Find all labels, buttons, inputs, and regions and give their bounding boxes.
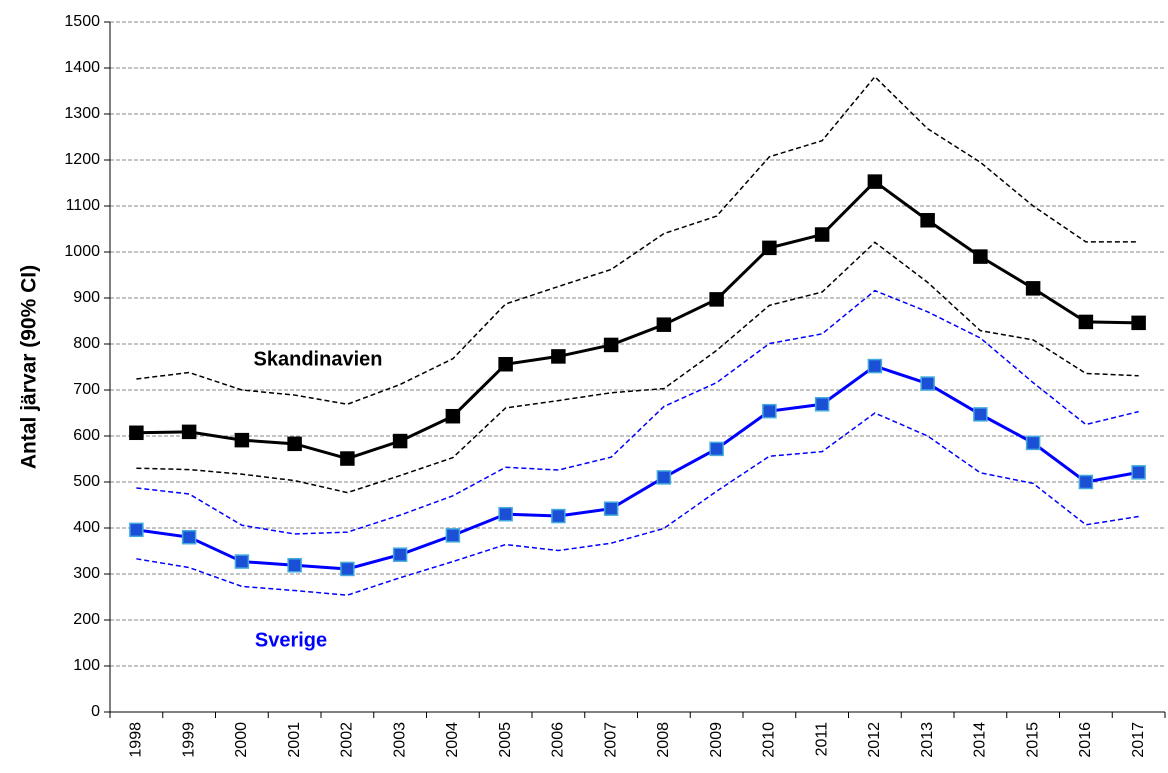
marker — [340, 451, 355, 466]
marker — [551, 508, 566, 524]
marker — [287, 436, 302, 452]
x-tick-label: 2010 — [761, 722, 778, 758]
y-tick-label: 1000 — [64, 243, 100, 260]
marker — [234, 554, 250, 569]
x-tick-label: 2004 — [444, 722, 461, 758]
x-tick-label: 2003 — [391, 722, 408, 758]
y-tick-label: 900 — [73, 289, 100, 306]
series-label: Skandinavien — [254, 348, 383, 370]
marker — [762, 240, 777, 256]
y-tick-label: 1500 — [64, 13, 100, 30]
marker — [603, 501, 619, 516]
marker — [392, 433, 408, 449]
marker — [814, 397, 830, 412]
x-tick-label: 1998 — [128, 722, 145, 758]
marker — [129, 425, 144, 441]
marker — [498, 356, 513, 372]
y-tick-label: 0 — [91, 703, 100, 720]
marker — [181, 424, 197, 440]
y-tick-label: 100 — [73, 657, 100, 674]
x-tick-label: 2001 — [286, 722, 303, 758]
marker — [973, 249, 988, 264]
marker — [445, 408, 461, 424]
line — [136, 364, 1139, 571]
y-tick-label: 1400 — [64, 59, 100, 76]
x-tick-label: 1999 — [180, 722, 197, 758]
ci-line — [136, 75, 1139, 406]
y-tick-label: 500 — [73, 473, 100, 490]
marker — [181, 529, 197, 545]
marker — [1025, 281, 1041, 296]
marker — [1131, 315, 1146, 331]
y-tick-label: 400 — [73, 519, 100, 536]
x-tick-label: 2015 — [1024, 722, 1041, 758]
y-axis-label: Antal järvar (90% CI) — [18, 265, 41, 469]
marker — [709, 292, 724, 307]
y-tick-label: 800 — [73, 335, 100, 352]
line — [136, 179, 1139, 461]
marker — [920, 213, 935, 228]
x-tick-label: 2009 — [708, 722, 725, 758]
ci-line — [136, 241, 1139, 494]
marker — [656, 470, 672, 485]
marker — [129, 522, 144, 538]
marker — [867, 358, 883, 374]
marker — [287, 558, 302, 573]
ci-line — [136, 412, 1139, 596]
y-tick-label: 600 — [73, 427, 100, 444]
y-tick-label: 700 — [73, 381, 100, 398]
marker — [603, 337, 619, 353]
marker — [709, 441, 724, 457]
x-tick-label: 2016 — [1077, 722, 1094, 758]
series-label: Sverige — [255, 629, 327, 651]
marker — [973, 407, 988, 422]
marker — [1131, 465, 1146, 480]
marker — [762, 403, 777, 419]
x-tick-label: 2017 — [1130, 722, 1147, 758]
marker — [498, 506, 513, 522]
marker — [445, 528, 461, 543]
x-tick-label: 2000 — [233, 722, 250, 758]
marker — [551, 349, 566, 364]
marker — [234, 432, 250, 448]
marker — [920, 376, 935, 391]
y-tick-label: 200 — [73, 611, 100, 628]
marker — [867, 174, 883, 189]
marker — [1025, 435, 1041, 451]
y-tick-label: 1100 — [66, 197, 101, 214]
marker — [340, 561, 355, 577]
x-tick-label: 2007 — [602, 722, 619, 758]
ci-line — [136, 289, 1139, 535]
x-tick-label: 2008 — [655, 722, 672, 758]
y-tick-label: 300 — [73, 565, 100, 582]
x-tick-label: 2013 — [919, 722, 936, 758]
x-tick-label: 2012 — [866, 722, 883, 758]
x-tick-label: 2005 — [497, 722, 514, 758]
x-tick-label: 2002 — [339, 722, 356, 758]
marker — [656, 317, 672, 332]
y-tick-label: 1200 — [64, 151, 100, 168]
x-tick-label: 2014 — [972, 722, 989, 758]
marker — [1078, 474, 1094, 490]
marker — [392, 547, 408, 562]
y-tick-label: 1300 — [64, 105, 100, 122]
x-tick-label: 2011 — [813, 722, 830, 757]
marker — [814, 227, 830, 242]
marker — [1078, 314, 1094, 330]
x-tick-label: 2006 — [550, 722, 567, 758]
